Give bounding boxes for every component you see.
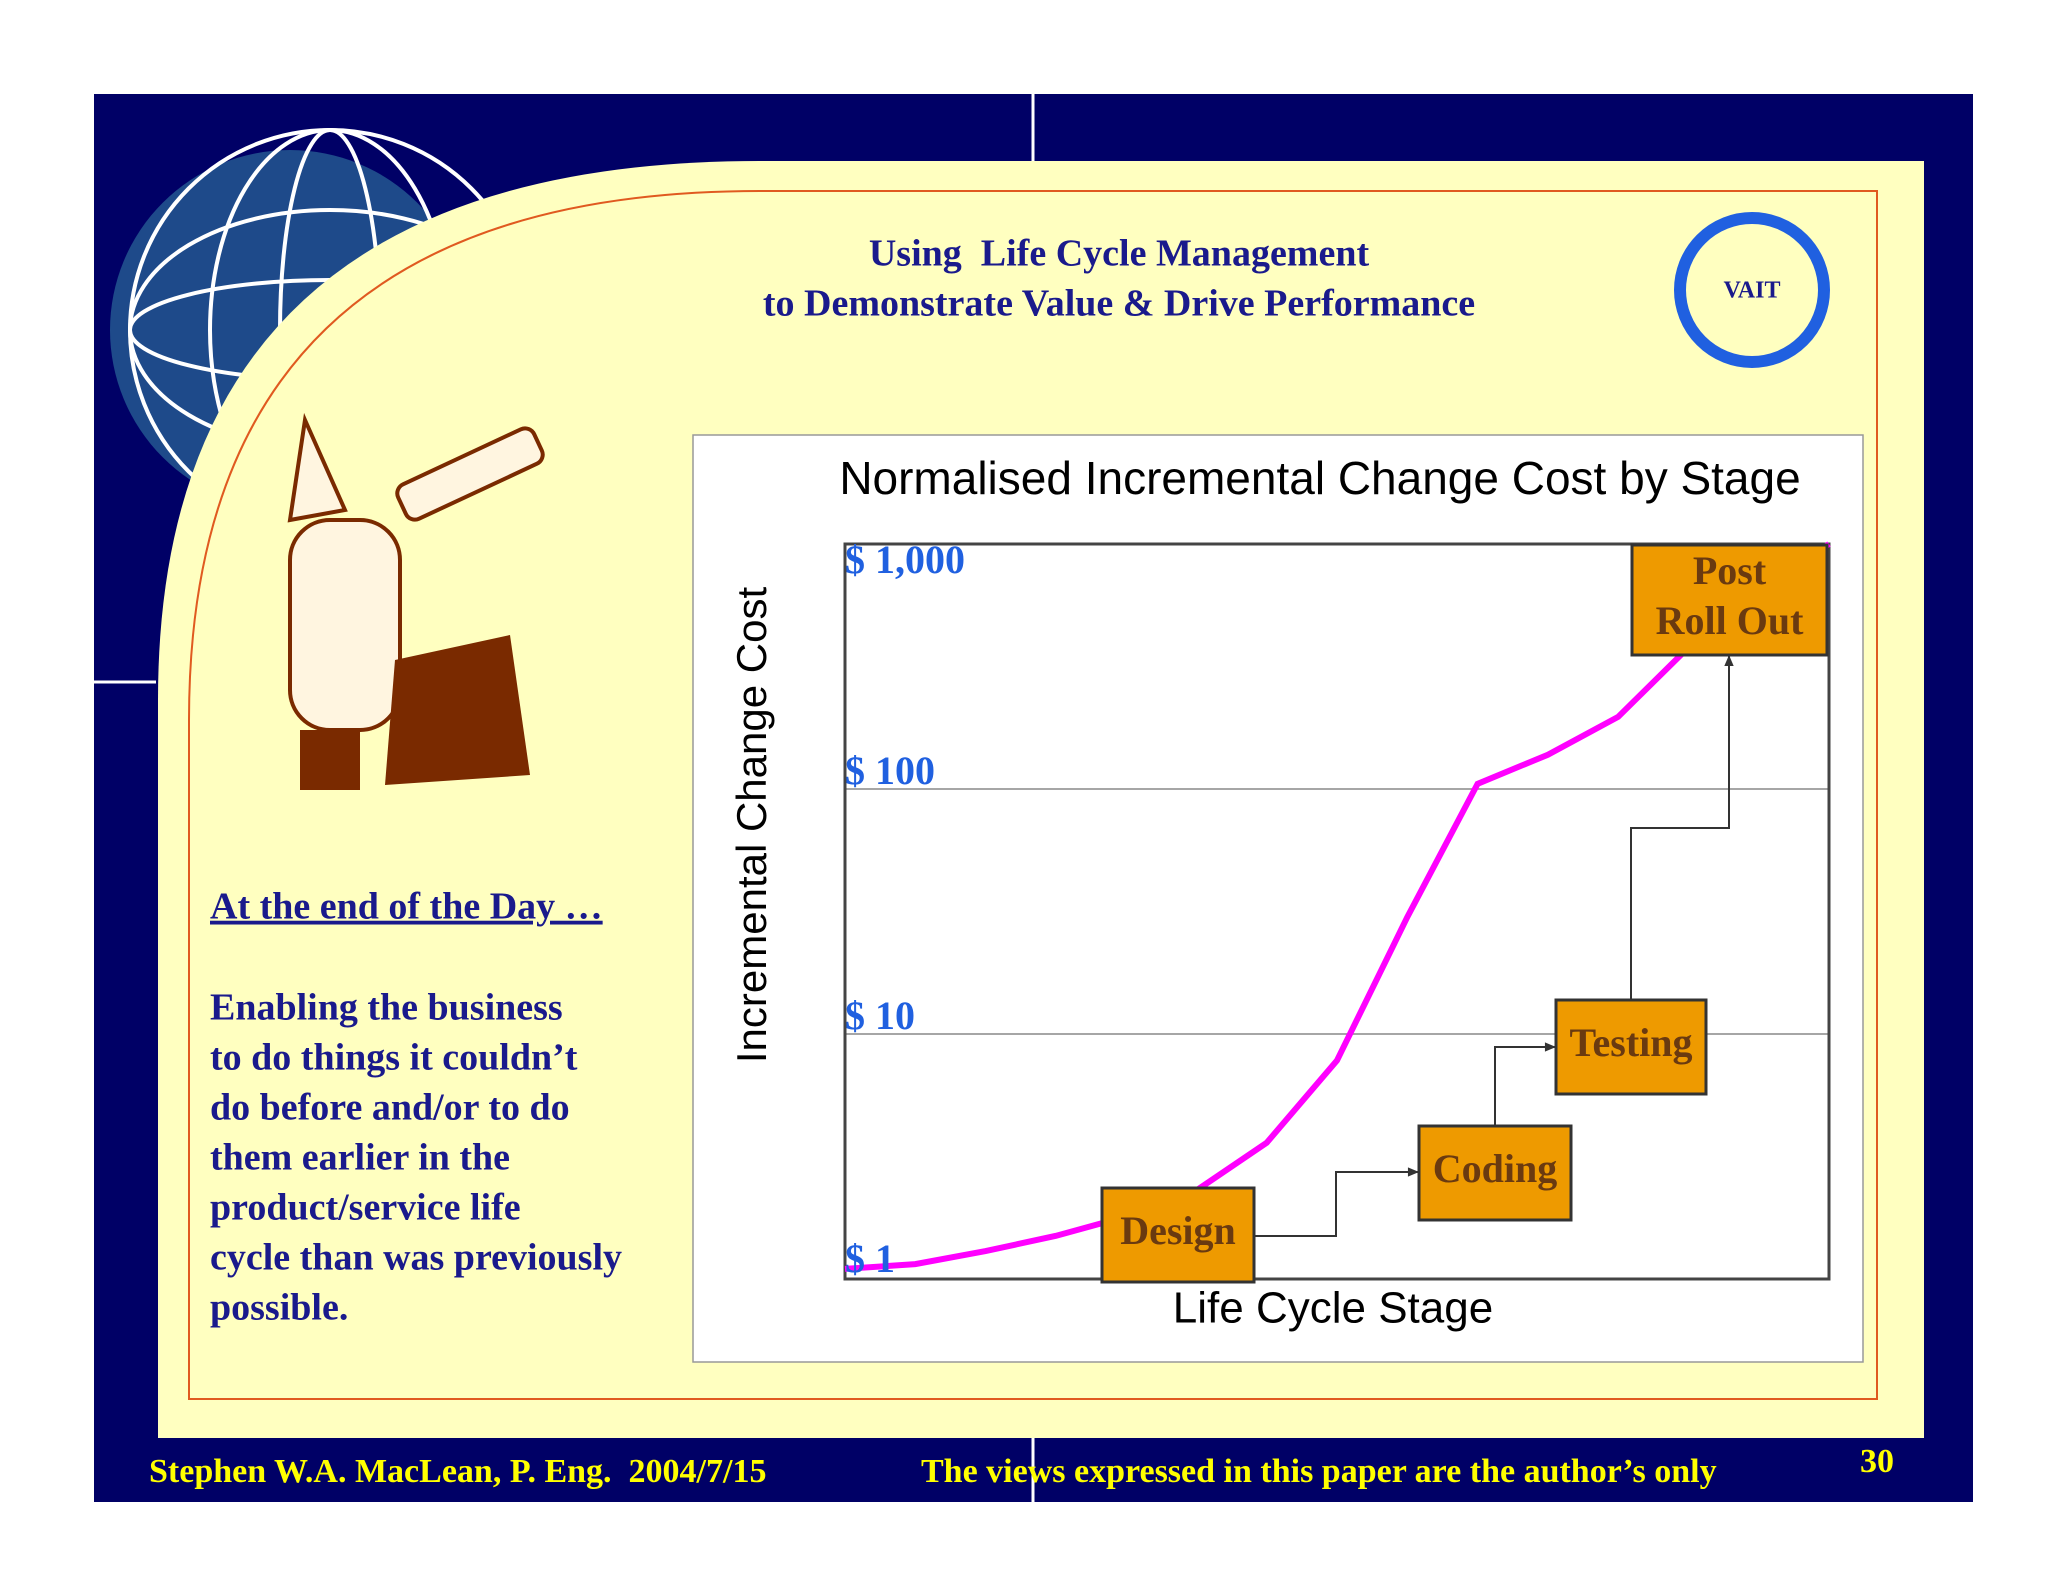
page-number: 30 — [1860, 1443, 1894, 1480]
slide-title: Using Life Cycle Management — [869, 233, 1370, 275]
sidebar-line: Enabling the business — [210, 987, 563, 1029]
sidebar-line: product/service life — [210, 1187, 521, 1229]
sidebar-line: them earlier in the — [210, 1137, 510, 1179]
wizard-illustration — [287, 412, 545, 790]
sidebar-line: possible. — [210, 1287, 348, 1329]
stage-label: Coding — [1433, 1146, 1558, 1191]
footer-author: Stephen W.A. MacLean, P. Eng. 2004/7/15 — [149, 1453, 766, 1490]
plot-border — [843, 542, 1831, 1281]
y-tick-label: $ 100 — [845, 748, 935, 793]
arrowhead — [1724, 655, 1734, 667]
stage-label: Testing — [1569, 1020, 1692, 1065]
stage-box — [1100, 1186, 1256, 1284]
sidebar-line: to do things it couldn’t — [210, 1037, 578, 1079]
stage-label: Design — [1120, 1208, 1236, 1253]
y-tick-label: $ 1 — [845, 1236, 895, 1281]
chart-title: Normalised Incremental Change Cost by St… — [839, 452, 1800, 504]
footer-disclaimer: The views expressed in this paper are th… — [921, 1453, 1717, 1490]
stage-label: Roll Out — [1656, 598, 1804, 643]
slide-title: to Demonstrate Value & Drive Performance — [763, 283, 1475, 325]
arrowhead — [1407, 1167, 1419, 1177]
cost-line — [844, 541, 1831, 1272]
y-tick-label: $ 10 — [845, 993, 915, 1038]
connector — [1494, 1046, 1556, 1126]
logo-text: VAIT — [1724, 278, 1781, 304]
sidebar-line: do before and/or to do — [210, 1087, 570, 1129]
sidebar-heading: At the end of the Day … — [210, 886, 603, 928]
connector — [1254, 1171, 1419, 1237]
logo-ring — [1674, 212, 1830, 368]
panel-border — [188, 190, 1878, 1400]
stage-box — [1554, 998, 1708, 1096]
connector — [1630, 655, 1730, 1000]
sidebar-text: Enabling the business to do things it cou… — [210, 987, 622, 1329]
plot: Design Coding Testing Post Roll Out $ 1 $ 10 $ … — [843, 537, 1831, 1284]
stage-label: Post — [1693, 548, 1767, 593]
stage-box — [1417, 1124, 1573, 1222]
sidebar-line: cycle than was previously — [210, 1237, 622, 1279]
arrowhead — [1544, 1042, 1556, 1052]
x-axis-label: Life Cycle Stage — [1173, 1284, 1493, 1333]
y-tick-label: $ 1,000 — [845, 537, 965, 582]
stage-box — [1630, 543, 1829, 657]
y-axis-label: Incremental Change Cost — [728, 587, 775, 1064]
